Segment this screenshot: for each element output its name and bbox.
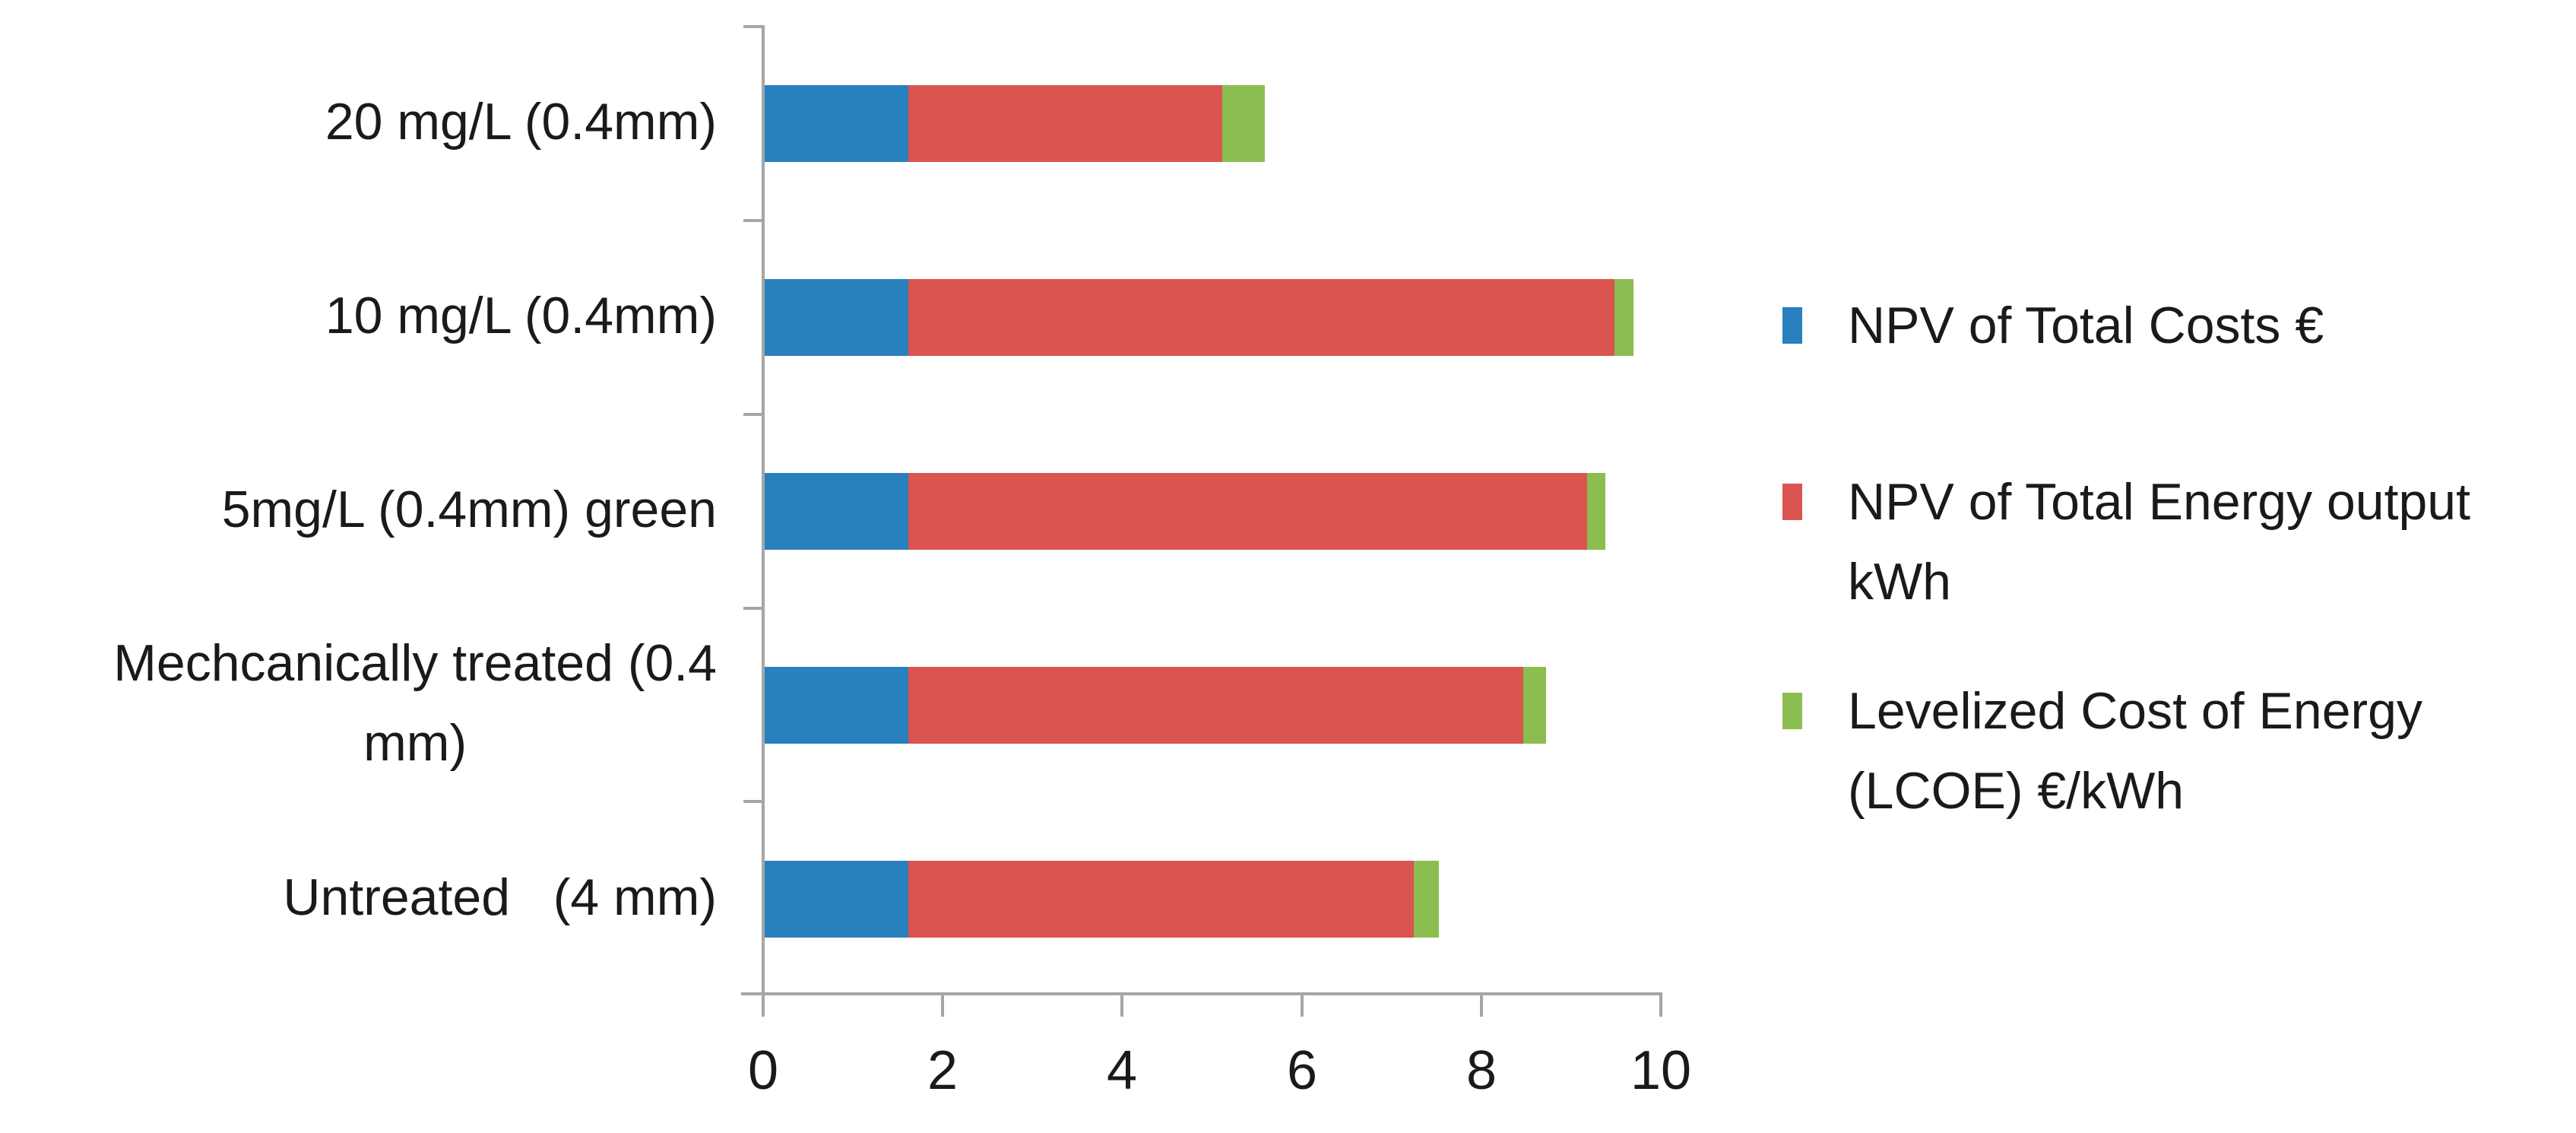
y-axis-tick bbox=[743, 219, 762, 222]
x-axis-tick bbox=[941, 994, 944, 1017]
y-axis-line bbox=[762, 25, 765, 995]
legend-item: NPV of Total Energy output kWh bbox=[1782, 462, 2470, 622]
bar-segment bbox=[1222, 85, 1265, 162]
category-label: Mechcanically treated (0.4 mm) bbox=[113, 634, 717, 772]
legend-label: NPV of Total Costs € bbox=[1848, 297, 2324, 354]
legend-label: NPV of Total Energy output kWh bbox=[1848, 473, 2471, 611]
bar-segment bbox=[908, 667, 1523, 744]
y-axis-tick bbox=[743, 25, 762, 28]
x-axis-tick bbox=[762, 994, 765, 1017]
bar-segment bbox=[1614, 279, 1633, 356]
x-axis-line bbox=[741, 992, 1662, 995]
bar-segment bbox=[765, 279, 908, 356]
bar-row bbox=[765, 861, 1439, 938]
y-axis-tick bbox=[743, 413, 762, 416]
category-label: 5mg/L (0.4mm) green bbox=[221, 481, 717, 538]
x-axis-tick-label: 4 bbox=[1106, 1040, 1138, 1101]
x-axis-tick bbox=[1659, 994, 1662, 1017]
legend-swatch bbox=[1782, 307, 1802, 344]
y-axis-tick bbox=[743, 800, 762, 803]
x-axis-tick-label: 8 bbox=[1465, 1040, 1497, 1101]
bar-segment bbox=[908, 85, 1222, 162]
x-axis-tick-label: 0 bbox=[747, 1040, 779, 1101]
bar-segment bbox=[1587, 473, 1605, 550]
legend-label: Levelized Cost of Energy (LCOE) €/kWh bbox=[1848, 682, 2422, 820]
legend-item: Levelized Cost of Energy (LCOE) €/kWh bbox=[1782, 671, 2422, 831]
bar-segment bbox=[1414, 861, 1439, 938]
bar-segment bbox=[908, 473, 1587, 550]
bar-row bbox=[765, 279, 1633, 356]
bar-segment bbox=[908, 279, 1614, 356]
x-axis-tick-label: 6 bbox=[1286, 1040, 1318, 1101]
legend-item: NPV of Total Costs € bbox=[1782, 286, 2324, 366]
bar-segment bbox=[765, 85, 908, 162]
x-axis-tick-label: 2 bbox=[927, 1040, 958, 1101]
x-axis-tick bbox=[1301, 994, 1304, 1017]
y-axis-tick bbox=[743, 607, 762, 610]
bar-segment bbox=[765, 473, 908, 550]
bar-segment bbox=[765, 667, 908, 744]
x-axis-tick bbox=[1480, 994, 1483, 1017]
category-label: 10 mg/L (0.4mm) bbox=[325, 287, 717, 344]
bar-row bbox=[765, 85, 1265, 162]
bar-row bbox=[765, 473, 1605, 550]
bar-row bbox=[765, 667, 1546, 744]
category-label: 20 mg/L (0.4mm) bbox=[325, 93, 717, 151]
x-axis-tick bbox=[1120, 994, 1123, 1017]
bar-segment bbox=[908, 861, 1414, 938]
bar-segment bbox=[765, 861, 908, 938]
category-label: Untreated (4 mm) bbox=[283, 868, 717, 926]
legend-swatch bbox=[1782, 693, 1802, 729]
legend-swatch bbox=[1782, 484, 1802, 520]
x-axis-tick-label: 10 bbox=[1630, 1040, 1692, 1101]
legend: NPV of Total Costs € NPV of Total Energy … bbox=[1782, 0, 2573, 1133]
bar-segment bbox=[1523, 667, 1546, 744]
